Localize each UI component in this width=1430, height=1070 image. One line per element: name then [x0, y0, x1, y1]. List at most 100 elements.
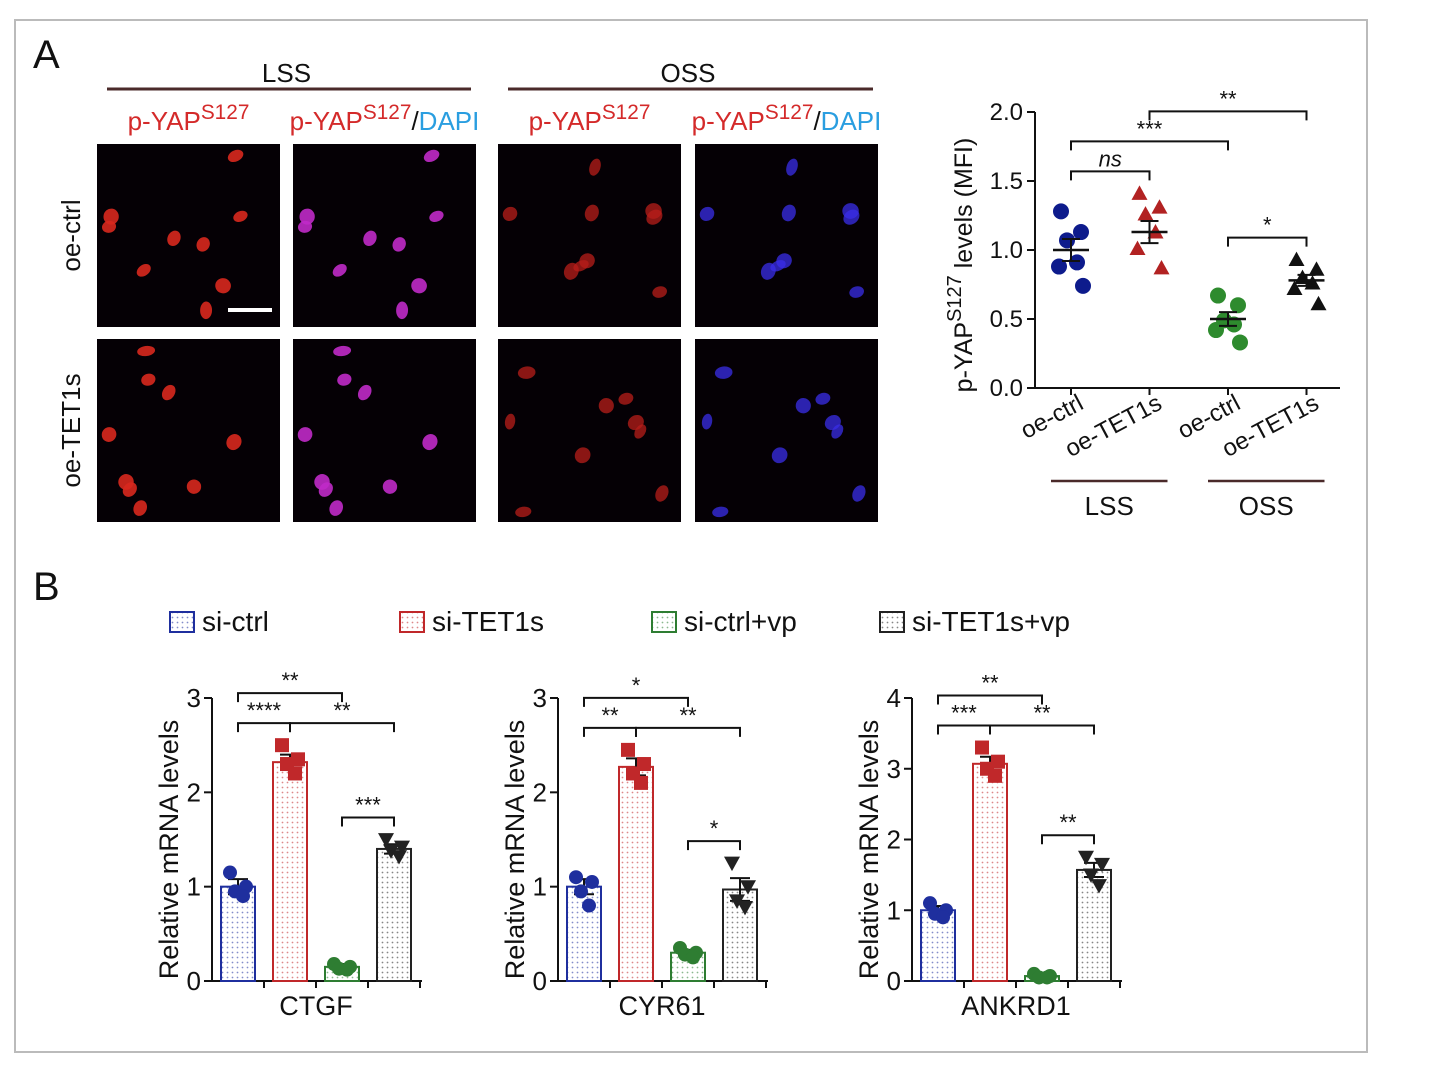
significance-label: **** — [247, 698, 282, 723]
significance-label: * — [710, 816, 719, 841]
nucleus — [357, 384, 372, 401]
label-part: / — [813, 106, 821, 136]
sem-bar — [1062, 237, 1080, 263]
label-part: p-YAP — [692, 106, 765, 136]
legend-label: si-ctrl+vp — [684, 606, 797, 637]
data-point — [1151, 199, 1168, 214]
data-point — [378, 833, 394, 848]
y-tick-label: 0 — [887, 966, 901, 996]
bar — [376, 847, 412, 983]
data-point — [574, 884, 588, 899]
label-part: p-YAP — [128, 106, 201, 136]
significance-label: *** — [355, 793, 381, 818]
nucleus — [770, 260, 786, 272]
data-point — [729, 894, 745, 909]
legend-swatch — [879, 611, 905, 633]
micrograph — [293, 144, 476, 327]
nucleus — [573, 260, 589, 272]
nucleus — [227, 149, 244, 163]
data-point — [275, 738, 289, 753]
significance-label: * — [1263, 213, 1272, 238]
nucleus — [297, 427, 313, 442]
group-label: LSS — [1085, 491, 1134, 521]
nucleus — [137, 345, 156, 357]
significance-bracket — [937, 694, 1043, 705]
nucleus — [429, 210, 444, 223]
legend-label: si-TET1s+vp — [912, 606, 1070, 637]
label-part: p-YAP — [290, 106, 363, 136]
significance-label: ** — [601, 703, 619, 728]
nucleus — [655, 485, 669, 502]
legend-label: si-ctrl — [202, 606, 269, 637]
legend-label: si-TET1s — [432, 606, 544, 637]
data-point — [936, 910, 950, 925]
y-tick-label: 2 — [533, 777, 547, 807]
bar — [972, 762, 1008, 982]
y-tick-label: 3 — [887, 754, 901, 784]
nucleus — [392, 237, 406, 252]
x-axis-label: ANKRD1 — [961, 991, 1071, 1021]
nucleus — [329, 500, 344, 516]
nucleus — [200, 301, 213, 320]
nucleus — [701, 413, 713, 430]
data-point — [569, 870, 583, 885]
legend-swatch — [651, 611, 677, 633]
nucleus — [101, 427, 117, 442]
label-part: DAPI — [821, 106, 882, 136]
significance-label: ** — [1219, 86, 1237, 111]
y-tick-label: 3 — [533, 683, 547, 713]
y-tick-label: 0.5 — [990, 306, 1023, 333]
y-tick-label: 0 — [187, 966, 201, 996]
nucleus — [411, 278, 427, 294]
nucleus — [422, 434, 438, 451]
data-point — [1288, 251, 1305, 267]
nucleus — [215, 278, 231, 294]
data-point — [975, 740, 989, 755]
nucleus — [652, 286, 667, 298]
label-part: S127 — [201, 101, 250, 124]
significance-label: ** — [1059, 810, 1077, 835]
data-point — [1310, 295, 1327, 311]
significance-bracket — [583, 696, 689, 707]
data-point — [1129, 240, 1146, 256]
nucleus — [161, 384, 176, 401]
nucleus — [843, 209, 860, 225]
y-axis-label: Relative mRNA levels — [154, 720, 184, 980]
nucleus — [646, 209, 663, 225]
significance-bracket — [1227, 236, 1308, 247]
y-tick-label: 2.0 — [990, 99, 1023, 126]
nucleus — [299, 208, 315, 225]
y-tick-label: 0.0 — [990, 375, 1023, 402]
data-point — [582, 898, 596, 913]
bar — [618, 765, 654, 983]
data-point — [394, 840, 410, 856]
data-point — [923, 896, 937, 911]
y-tick-label: 0 — [533, 966, 547, 996]
nucleus — [714, 366, 733, 379]
significance-label: * — [632, 673, 641, 698]
data-point — [1078, 850, 1094, 866]
y-axis-label: Relative mRNA levels — [854, 720, 884, 980]
group-label: OSS — [661, 58, 716, 88]
significance-bracket — [1148, 110, 1308, 121]
nucleus — [849, 286, 864, 298]
data-point — [1308, 261, 1325, 276]
y-tick-label: 4 — [887, 683, 901, 713]
micrograph — [695, 339, 878, 522]
nucleus — [795, 398, 811, 414]
nucleus — [332, 263, 347, 277]
significance-bracket — [687, 840, 741, 851]
label-part: levels (MFI) — [950, 138, 978, 276]
micrograph — [498, 144, 681, 327]
data-point — [1091, 879, 1107, 894]
micrograph — [498, 339, 681, 522]
nucleus — [517, 366, 536, 379]
nucleus — [382, 479, 398, 494]
nucleus — [515, 506, 532, 518]
label-part: p-YAP — [529, 106, 602, 136]
nucleus — [634, 424, 647, 439]
nucleus — [186, 479, 202, 494]
y-axis-label: Relative mRNA levels — [500, 720, 530, 980]
nucleus — [852, 485, 866, 502]
